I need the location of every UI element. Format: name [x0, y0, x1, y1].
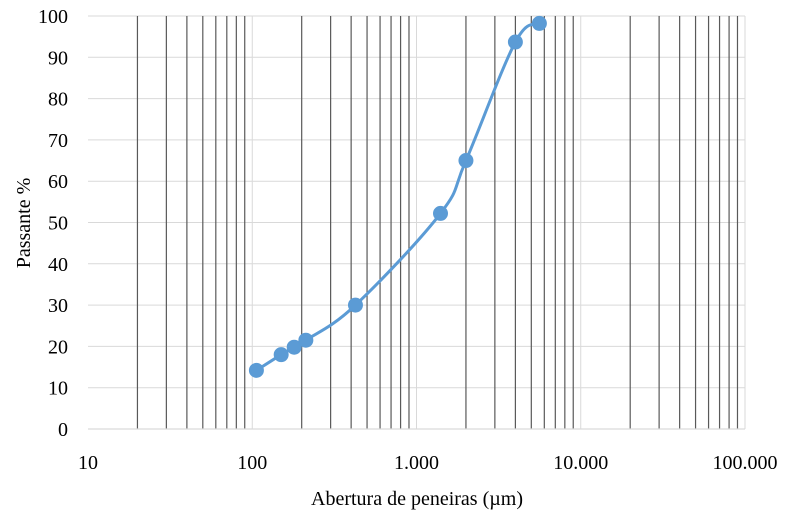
- y-tick-labels: 0 10 20 30 40 50 60 70 80 90 100: [38, 6, 68, 441]
- x-tick-label: 100.000: [713, 452, 778, 474]
- x-tick-label: 10: [78, 452, 98, 474]
- y-tick-label: 80: [48, 89, 68, 111]
- x-tick-label: 10.000: [553, 452, 608, 474]
- x-tick-label: 1.000: [394, 452, 439, 474]
- series: [248, 15, 547, 378]
- data-point: [433, 205, 449, 221]
- data-point: [531, 15, 547, 31]
- series-line: [254, 21, 541, 372]
- x-tick-labels: 10 100 1.000 10.000 100.000: [78, 452, 778, 474]
- y-tick-label: 50: [48, 213, 68, 235]
- y-tick-label: 60: [48, 171, 68, 193]
- y-tick-label: 100: [38, 6, 68, 28]
- data-point: [286, 339, 302, 355]
- data-point: [347, 297, 363, 313]
- data-point: [248, 362, 264, 378]
- y-tick-label: 20: [48, 336, 68, 358]
- x-axis-title: Abertura de peneiras (µm): [311, 488, 523, 510]
- data-point: [298, 332, 314, 348]
- y-axis-title: Passante %: [13, 178, 35, 269]
- data-point: [458, 153, 474, 169]
- data-point: [273, 347, 289, 363]
- y-tick-label: 70: [48, 130, 68, 152]
- x-tick-label: 100: [237, 452, 267, 474]
- grid: [88, 15, 746, 429]
- y-tick-label: 10: [48, 378, 68, 400]
- y-tick-label: 0: [58, 419, 68, 441]
- y-tick-label: 30: [48, 295, 68, 317]
- data-point: [507, 34, 523, 50]
- y-tick-label: 40: [48, 254, 68, 276]
- y-tick-label: 90: [48, 47, 68, 69]
